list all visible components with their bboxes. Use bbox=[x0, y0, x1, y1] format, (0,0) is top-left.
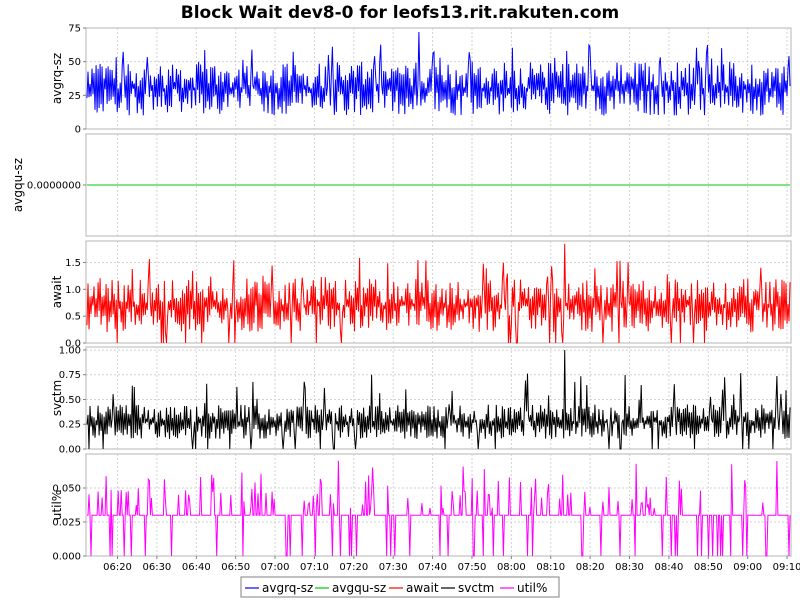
x-tick-label: 07:00 bbox=[261, 562, 290, 573]
legend-label-svctm: svctm bbox=[458, 581, 494, 595]
y-tick-label: 0.25 bbox=[59, 420, 81, 431]
legend-label-await: await bbox=[406, 581, 439, 595]
legend-box bbox=[240, 576, 560, 598]
x-tick-label: 06:30 bbox=[142, 562, 171, 573]
series-line-util% bbox=[87, 460, 791, 557]
y-tick-label: 75 bbox=[68, 24, 81, 35]
x-tick-label: 06:20 bbox=[103, 562, 132, 573]
legend-label-avgrq-sz: avgrq-sz bbox=[262, 581, 313, 595]
x-tick-label: 07:50 bbox=[458, 562, 487, 573]
x-axis: 06:20 06:30 06:40 06:50 07:00 07:10 07:20 07:30… bbox=[103, 556, 800, 573]
x-tick-label: 06:40 bbox=[182, 562, 211, 573]
x-tick-label: 08:50 bbox=[694, 562, 723, 573]
legend-label-util%: util% bbox=[517, 581, 547, 595]
y-tick-label: 1.0 bbox=[65, 285, 81, 296]
x-tick-label: 06:50 bbox=[221, 562, 250, 573]
panel-svctm: 0.00 0.25 0.50 0.75 1.00 svctm bbox=[50, 345, 792, 456]
panel-avgrq-sz: 0 25 50 75 avgrq-sz bbox=[50, 24, 792, 136]
x-tick-label: 07:40 bbox=[418, 562, 447, 573]
y-tick-label: 0 bbox=[75, 125, 81, 136]
y-axis-label: util% bbox=[50, 490, 64, 520]
y-tick-label: 1.00 bbox=[59, 345, 81, 356]
x-tick-label: 09:00 bbox=[733, 562, 762, 573]
y-tick-label: 0.025 bbox=[52, 518, 81, 529]
y-axis-label: avgrq-sz bbox=[50, 53, 64, 104]
y-tick-label: 0.00 bbox=[59, 445, 81, 456]
x-tick-label: 08:00 bbox=[497, 562, 526, 573]
y-tick-label: 0.050 bbox=[52, 484, 81, 495]
x-tick-label: 08:40 bbox=[654, 562, 683, 573]
chart-title: Block Wait dev8-0 for leofs13.rit.rakute… bbox=[181, 3, 619, 23]
series-line-await bbox=[86, 243, 791, 344]
y-tick-label: 1.5 bbox=[65, 258, 81, 269]
x-tick-label: 08:10 bbox=[536, 562, 565, 573]
y-tick-label: 0.0 bbox=[65, 339, 81, 350]
y-tick-label: 0.0000000 bbox=[27, 181, 81, 192]
series-line-svctm bbox=[86, 349, 791, 450]
x-tick-label: 08:20 bbox=[576, 562, 605, 573]
y-tick-label: 0.50 bbox=[59, 395, 81, 406]
y-tick-label: 0.5 bbox=[65, 312, 81, 323]
x-tick-label: 07:30 bbox=[379, 562, 408, 573]
y-tick-label: 50 bbox=[68, 57, 81, 68]
legend-label-avgqu-sz: avgqu-sz bbox=[332, 581, 386, 595]
series-line-avgrq-sz bbox=[86, 31, 791, 116]
y-tick-label: 25 bbox=[68, 91, 81, 102]
x-tick-label: 08:30 bbox=[615, 562, 644, 573]
x-tick-label: 09:10 bbox=[773, 562, 800, 573]
legend: avgrq-sz avgqu-sz await svctm util% bbox=[240, 576, 560, 598]
y-axis-label: avgqu-sz bbox=[11, 158, 25, 212]
y-axis-label: svctm bbox=[50, 380, 64, 416]
y-tick-label: 0.000 bbox=[52, 552, 81, 563]
x-tick-label: 07:20 bbox=[339, 562, 368, 573]
x-tick-label: 07:10 bbox=[300, 562, 329, 573]
panel-frame bbox=[85, 453, 792, 557]
y-axis-label: await bbox=[50, 275, 64, 308]
y-tick-label: 0.75 bbox=[59, 370, 81, 381]
